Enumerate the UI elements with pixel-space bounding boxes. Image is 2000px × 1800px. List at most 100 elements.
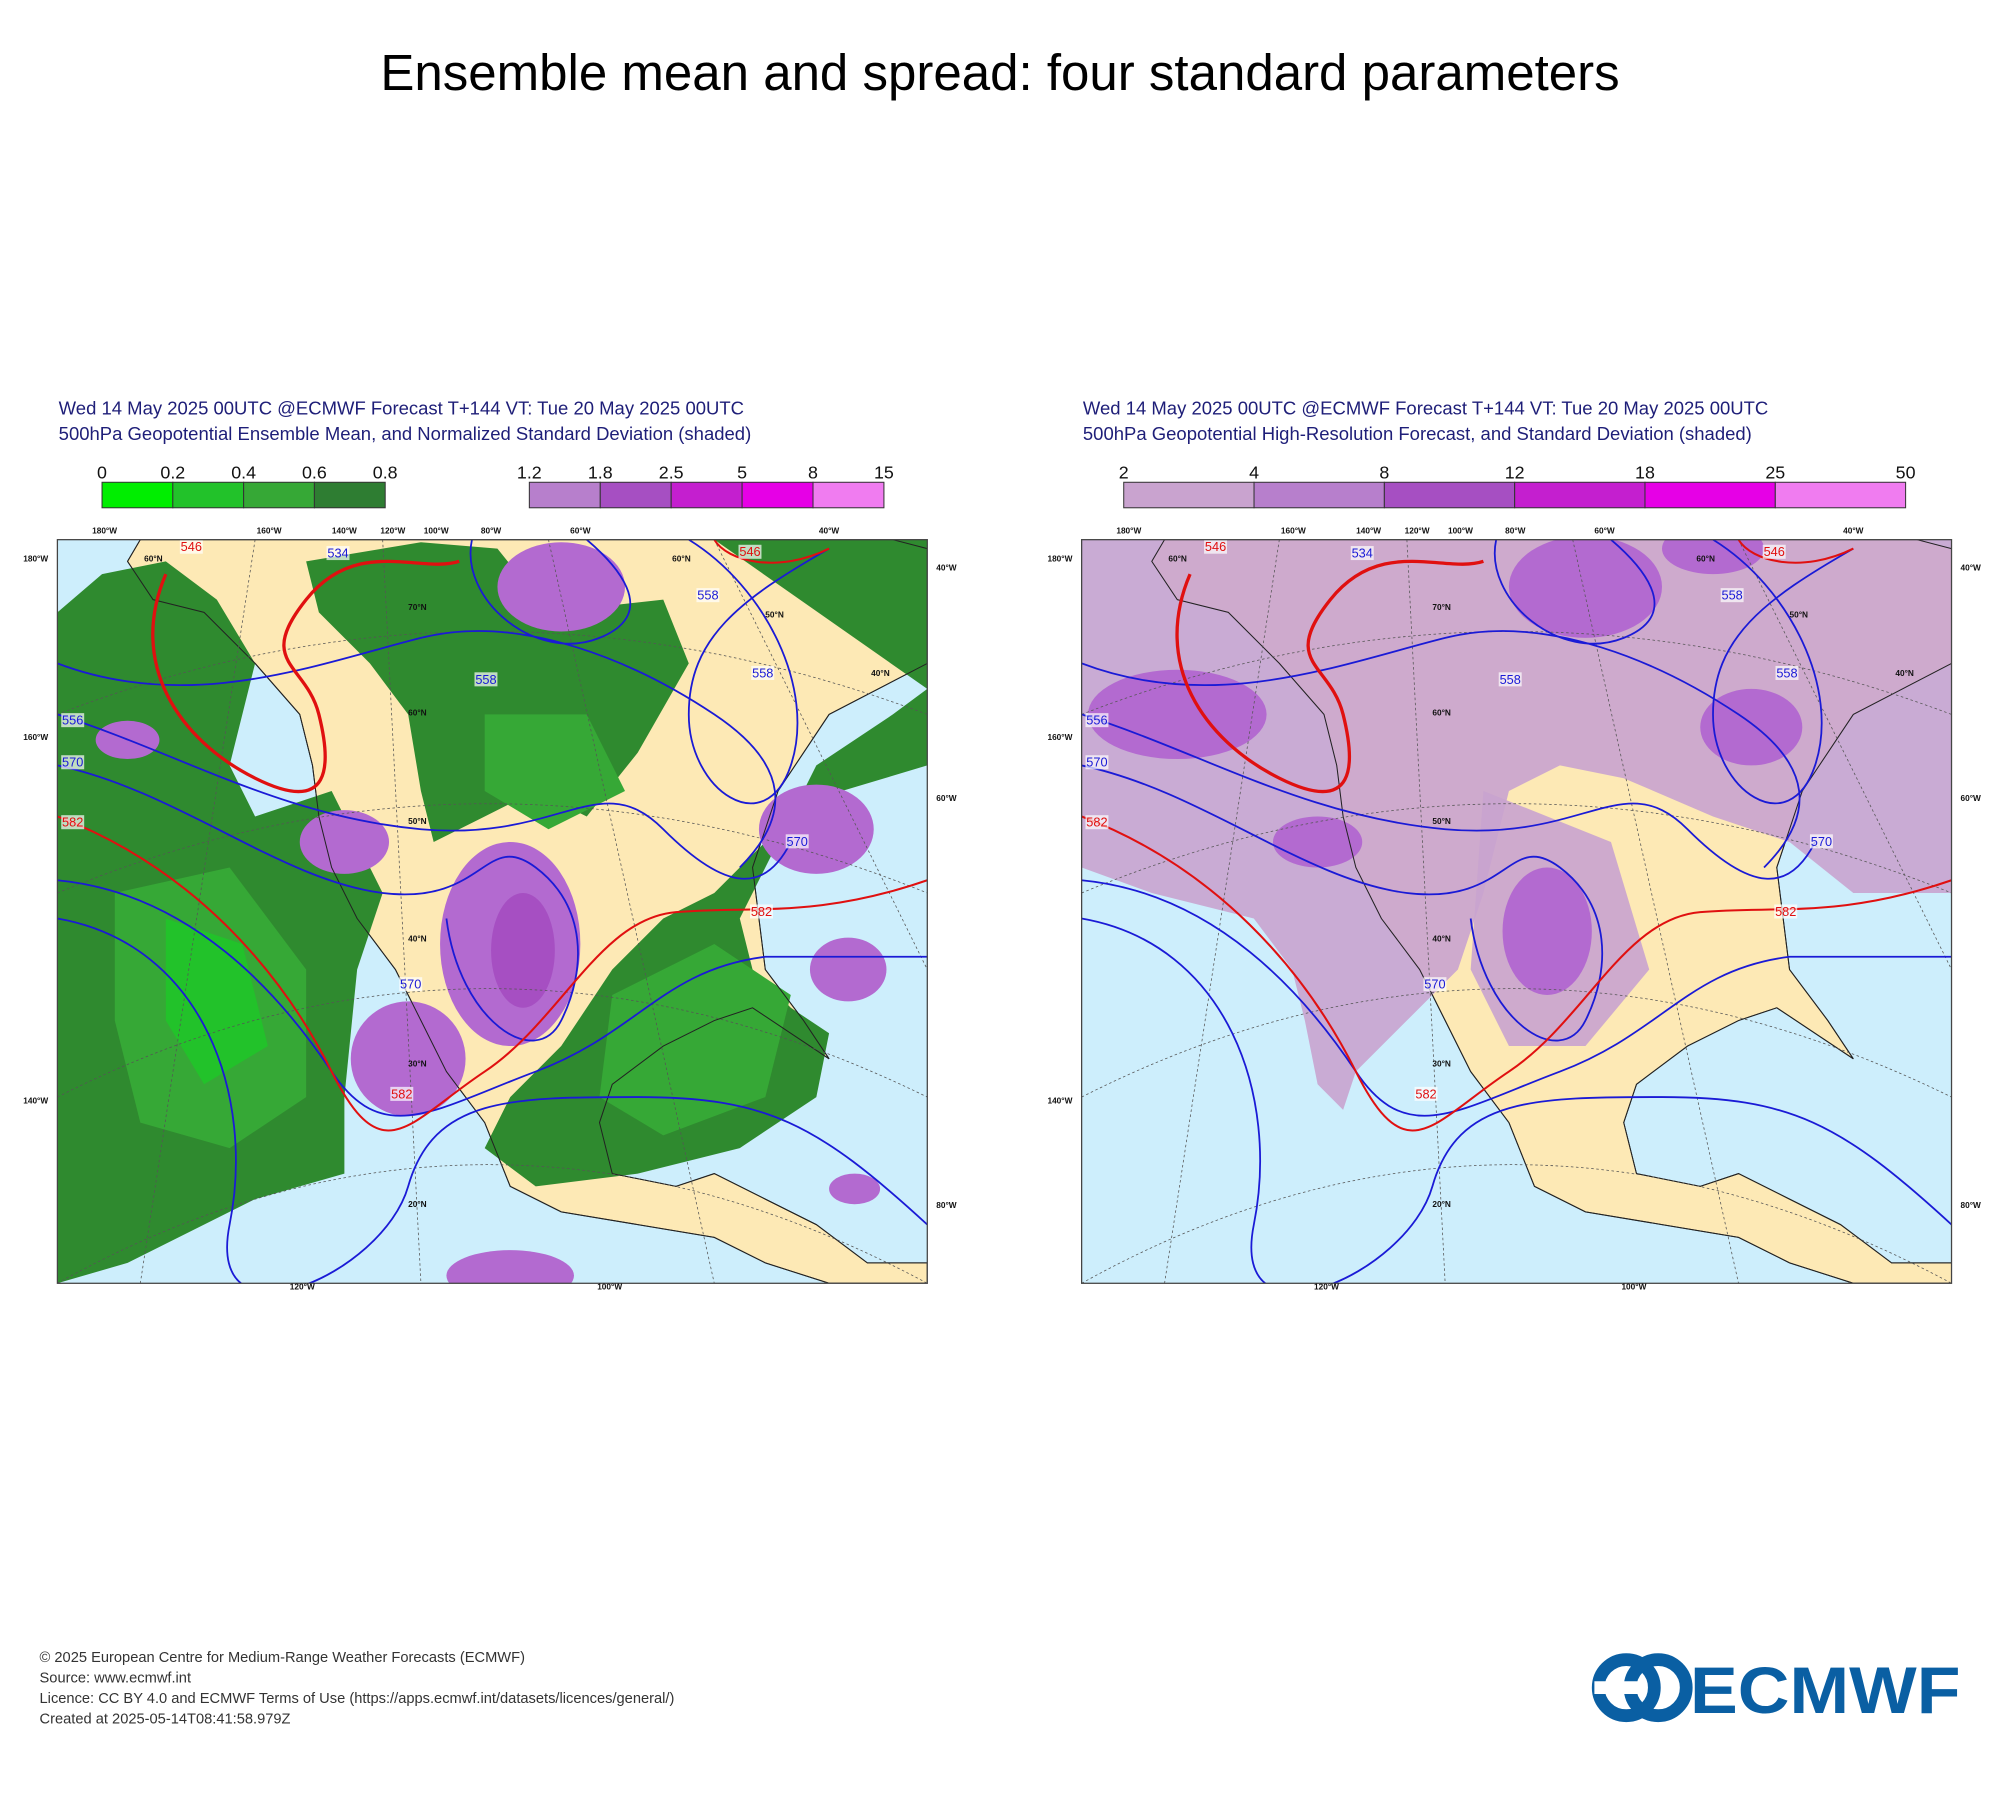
- graticule: [382, 539, 422, 1284]
- graticule: [1081, 988, 1952, 1098]
- shading: [1662, 539, 1765, 575]
- lon-label: 100°W: [597, 1282, 622, 1292]
- shading: [299, 810, 390, 874]
- footer-line: Created at 2025-05-14T08:41:58.979Z: [40, 1711, 291, 1727]
- colorbar-bin: [741, 481, 814, 509]
- lon-label: 80°W: [936, 1200, 957, 1210]
- lat-label: 50°N: [1790, 609, 1809, 619]
- contour-label: 570: [62, 755, 83, 770]
- contour-label: 546: [739, 544, 760, 559]
- colorbar-bin: [599, 481, 672, 509]
- contour-label: 582: [751, 904, 772, 919]
- contour-label-bg: [1423, 977, 1447, 992]
- colorbar-label: 50: [1896, 462, 1916, 482]
- contour-label: 570: [400, 977, 421, 992]
- colorbar-bin: [1383, 481, 1516, 509]
- contour-label: 556: [1086, 713, 1107, 728]
- lat-label: 50°N: [1432, 816, 1451, 826]
- contour-label: 558: [697, 588, 718, 603]
- graticule: [1081, 631, 1952, 715]
- contour-label-bg: [474, 672, 498, 687]
- footer-line: © 2025 European Centre for Medium-Range …: [40, 1650, 525, 1666]
- colorbar-label: 0.4: [231, 462, 256, 482]
- contour-label-bg: [1498, 672, 1522, 687]
- graticule: [57, 988, 928, 1098]
- footer: © 2025 European Centre for Medium-Range …: [40, 1650, 675, 1727]
- contour-label: 558: [1500, 672, 1521, 687]
- shading: [829, 1173, 881, 1205]
- colorbar-label: 25: [1765, 462, 1785, 482]
- lon-label: 60°W: [1594, 525, 1615, 535]
- contour-label-bg: [1414, 1086, 1438, 1101]
- colorbar-bin: [1514, 481, 1646, 509]
- lon-label: 60°W: [936, 793, 957, 803]
- lat-label: 20°N: [1432, 1199, 1451, 1209]
- lon-label: 160°W: [1047, 732, 1072, 742]
- panel-header: Wed 14 May 2025 00UTC @ECMWF Forecast T+…: [59, 398, 744, 419]
- contour: [57, 713, 792, 880]
- lon-label: 60°W: [570, 525, 591, 535]
- lat-label: 40°N: [408, 933, 427, 943]
- contour-label-bg: [1762, 544, 1786, 559]
- shading: [497, 542, 625, 632]
- contour-label: 582: [1415, 1086, 1436, 1101]
- lon-label: 120°W: [1405, 525, 1430, 535]
- contour-label-bg: [61, 713, 85, 728]
- lat-label: 40°N: [871, 668, 890, 678]
- colorbar-bin: [1123, 481, 1255, 509]
- contour-label: 582: [62, 815, 83, 830]
- footer-line: Source: www.ecmwf.int: [40, 1671, 192, 1687]
- map: 60°N 70°N 60°N 50°N 40°N 30°N 20°N 60°N 50°N 40°N…: [1081, 539, 1952, 1284]
- lat-label: 60°N: [408, 708, 427, 718]
- lon-label: 100°W: [424, 525, 449, 535]
- coastline: [126, 539, 928, 1284]
- contour-label: 582: [391, 1086, 412, 1101]
- shading: [1502, 867, 1592, 996]
- lon-label: 180°W: [92, 525, 117, 535]
- lat-label: 40°N: [1432, 933, 1451, 943]
- colorbar-label: 8: [1379, 462, 1389, 482]
- contour-label-bg: [1085, 755, 1109, 770]
- colorbar-bin: [101, 481, 174, 509]
- lon-label: 40°W: [819, 525, 840, 535]
- colorbar-bin: [528, 481, 601, 509]
- panel: Wed 14 May 2025 00UTC @ECMWF Forecast T+…: [1047, 398, 1981, 1292]
- contour-label: 570: [1811, 834, 1832, 849]
- lon-label: 140°W: [332, 525, 357, 535]
- shading: [1272, 816, 1363, 868]
- colorbar-bin: [313, 481, 386, 509]
- footer-line: Licence: CC BY 4.0 and ECMWF Terms of Us…: [40, 1691, 675, 1707]
- lat-label: 40°N: [1895, 668, 1914, 678]
- contour-label: 558: [752, 665, 773, 680]
- contour-label-bg: [1720, 588, 1744, 603]
- graticule: [57, 631, 928, 715]
- contour-label-bg: [399, 977, 423, 992]
- lon-label: 160°W: [23, 732, 48, 742]
- contour: [1081, 815, 1952, 1132]
- colorbar-label: 0.8: [373, 462, 398, 482]
- lon-label: 80°W: [1960, 1200, 1981, 1210]
- lat-label: 50°N: [408, 816, 427, 826]
- contour-label: 558: [475, 672, 496, 687]
- contour-label-bg: [1085, 713, 1109, 728]
- contour-label: 534: [327, 546, 348, 561]
- contour: [1737, 539, 1854, 564]
- colorbar-label: 1.2: [517, 462, 542, 482]
- colorbar-label: 2.5: [659, 462, 684, 482]
- contour-label-bg: [179, 539, 203, 554]
- panel-header: 500hPa Geopotential High-Resolution Fore…: [1083, 423, 1752, 444]
- lat-label: 70°N: [1432, 602, 1451, 612]
- contour-label-bg: [751, 665, 775, 680]
- contour-label: 558: [1722, 588, 1743, 603]
- colorbar-label: 18: [1635, 462, 1655, 482]
- lat-label: 60°N: [144, 553, 163, 563]
- lat-label: 30°N: [408, 1058, 427, 1068]
- lon-label: 120°W: [290, 1282, 315, 1292]
- contour: [1081, 917, 1952, 1284]
- contour: [1081, 764, 1604, 1042]
- contour-label: 582: [1775, 904, 1796, 919]
- colorbar-label: 8: [808, 462, 818, 482]
- contour: [57, 879, 928, 1117]
- lon-label: 120°W: [380, 525, 405, 535]
